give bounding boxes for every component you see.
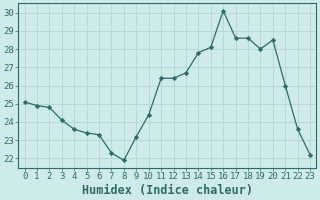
X-axis label: Humidex (Indice chaleur): Humidex (Indice chaleur) — [82, 184, 253, 197]
